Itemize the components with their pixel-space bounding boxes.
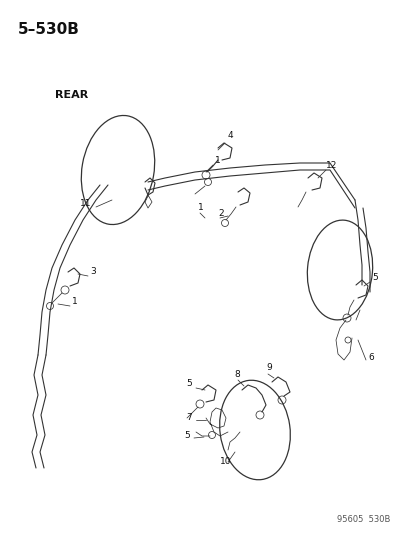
Text: REAR: REAR	[55, 90, 88, 100]
Text: 5: 5	[183, 432, 189, 440]
Text: 5: 5	[185, 379, 191, 389]
Text: 8: 8	[233, 370, 239, 379]
Text: 5: 5	[371, 273, 377, 282]
Text: 11: 11	[80, 199, 91, 208]
Text: 1: 1	[214, 156, 220, 165]
Text: 9: 9	[266, 364, 271, 373]
Text: 10: 10	[219, 457, 231, 466]
Text: 95605  530B: 95605 530B	[336, 515, 389, 524]
Text: 7: 7	[185, 414, 191, 423]
Text: 6: 6	[367, 353, 373, 362]
Text: 4: 4	[228, 131, 233, 140]
Text: 5–530B: 5–530B	[18, 22, 80, 37]
Text: 1: 1	[197, 204, 203, 213]
Text: 12: 12	[325, 160, 337, 169]
Text: 3: 3	[90, 268, 95, 277]
Text: 2: 2	[218, 209, 223, 219]
Text: 1: 1	[72, 297, 78, 306]
